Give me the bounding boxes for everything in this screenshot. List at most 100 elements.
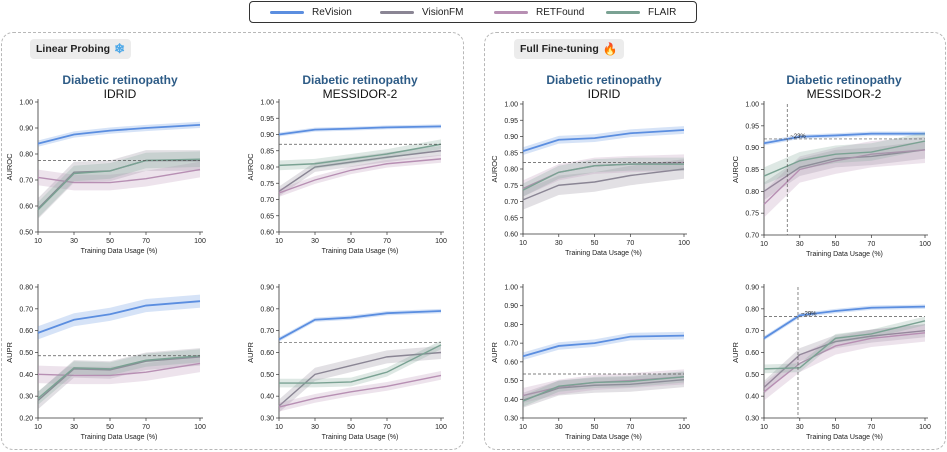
band-visionfm	[279, 145, 441, 197]
line-visionfm	[522, 378, 685, 401]
y-tick-label: 0.50	[260, 372, 274, 379]
band-revision	[523, 331, 684, 360]
line-flair	[763, 320, 926, 370]
y-tick-label: 0.70	[260, 197, 274, 204]
legend: ReVision VisionFM RETFound FLAIR	[249, 1, 697, 23]
x-tick-label: 100	[435, 424, 447, 431]
band-visionfm	[38, 150, 200, 219]
line-revision	[278, 125, 442, 136]
x-axis-label: Training Data Usage (%)	[81, 434, 158, 441]
line-retfound	[763, 149, 926, 205]
x-axis-label: Training Data Usage (%)	[806, 251, 883, 258]
y-tick-label: 0.80	[745, 189, 759, 196]
legend-item-visionfm: VisionFM	[380, 2, 464, 22]
line-flair	[522, 163, 684, 191]
y-tick-label: 0.80	[504, 322, 518, 329]
band-flair	[523, 157, 684, 197]
y-tick-label: 0.90	[745, 145, 759, 152]
line-retfound	[37, 168, 201, 184]
y-axis-label: AUPR	[246, 342, 255, 363]
x-tick-label: 10	[519, 424, 527, 431]
x-tick-label: 100	[678, 240, 690, 247]
x-tick-label: 30	[70, 238, 78, 245]
y-tick-label: 0.65	[504, 215, 518, 222]
line-visionfm	[37, 356, 201, 402]
x-axis-label: Training Data Usage (%)	[81, 248, 158, 255]
chart-task: Diabetic retinopathy	[62, 73, 178, 87]
y-tick-label: 0.85	[504, 150, 518, 157]
line-retfound	[278, 374, 442, 408]
y-tick-label: 0.90	[745, 285, 759, 292]
y-tick-label: 1.00	[19, 100, 33, 107]
band-visionfm	[38, 348, 200, 410]
y-tick-label: 0.65	[260, 213, 274, 220]
line-flair	[37, 355, 201, 399]
line-revision	[522, 129, 685, 152]
y-tick-label: 0.70	[504, 199, 518, 206]
x-tick-label: 70	[626, 424, 634, 431]
chart-title-lp-idrid: Diabetic retinopathy IDRID	[40, 73, 200, 101]
y-tick-label: 0.70	[504, 341, 518, 348]
y-tick-label: 0.80	[745, 306, 759, 313]
x-tick-label: 50	[347, 424, 355, 431]
x-tick-label: 30	[555, 240, 563, 247]
legend-label: ReVision	[312, 6, 352, 18]
y-tick-label: 0.30	[19, 394, 33, 401]
x-tick-label: 50	[832, 424, 840, 431]
x-tick-label: 30	[796, 241, 804, 248]
legend-swatch-retfound	[494, 10, 528, 14]
legend-swatch-revision	[270, 10, 304, 14]
y-tick-label: 0.90	[504, 303, 518, 310]
y-tick-label: 0.30	[260, 416, 274, 423]
chart-task: Diabetic retinopathy	[546, 73, 662, 87]
y-tick-label: 0.50	[19, 230, 33, 237]
x-tick-label: 10	[519, 240, 527, 247]
y-axis-label: AUROC	[490, 155, 499, 183]
x-tick-label: 50	[106, 238, 114, 245]
x-tick-label: 70	[383, 238, 391, 245]
y-tick-label: 0.80	[19, 285, 33, 292]
y-tick-label: 0.90	[19, 126, 33, 133]
y-tick-label: 0.75	[260, 181, 274, 188]
x-tick-label: 50	[832, 241, 840, 248]
band-flair	[38, 349, 200, 405]
legend-item-retfound: RETFound	[494, 2, 584, 22]
linear-probing-panel	[1, 32, 464, 450]
y-tick-label: 0.30	[745, 416, 759, 423]
y-tick-label: 0.80	[504, 167, 518, 174]
band-revision	[764, 131, 925, 146]
x-tick-label: 70	[867, 241, 875, 248]
y-axis-label: AUPR	[731, 342, 740, 363]
x-tick-label: 10	[275, 424, 283, 431]
line-visionfm	[278, 150, 442, 192]
chart-title-ft-messidor: Diabetic retinopathy MESSIDOR-2	[764, 73, 924, 101]
y-tick-label: 0.60	[504, 232, 518, 239]
y-tick-label: 0.60	[504, 359, 518, 366]
band-retfound	[279, 154, 441, 197]
x-tick-label: 70	[142, 238, 150, 245]
x-tick-label: 70	[626, 240, 634, 247]
x-tick-label: 10	[34, 238, 42, 245]
y-tick-label: 0.40	[19, 372, 33, 379]
y-tick-label: 0.50	[19, 350, 33, 357]
x-tick-label: 100	[678, 424, 690, 431]
band-flair	[764, 132, 925, 185]
x-tick-label: 70	[867, 424, 875, 431]
y-tick-label: 0.85	[260, 148, 274, 155]
x-axis-label: Training Data Usage (%)	[322, 434, 399, 441]
line-revision	[37, 123, 201, 145]
y-tick-label: 0.40	[504, 397, 518, 404]
y-tick-label: 0.90	[260, 285, 274, 292]
line-visionfm	[278, 351, 442, 407]
y-tick-label: 1.00	[745, 102, 759, 109]
x-tick-label: 100	[435, 238, 447, 245]
y-tick-label: 0.60	[260, 350, 274, 357]
fire-icon: 🔥	[602, 42, 618, 56]
band-visionfm	[764, 324, 925, 394]
line-visionfm	[763, 149, 926, 192]
y-tick-label: 0.70	[19, 306, 33, 313]
